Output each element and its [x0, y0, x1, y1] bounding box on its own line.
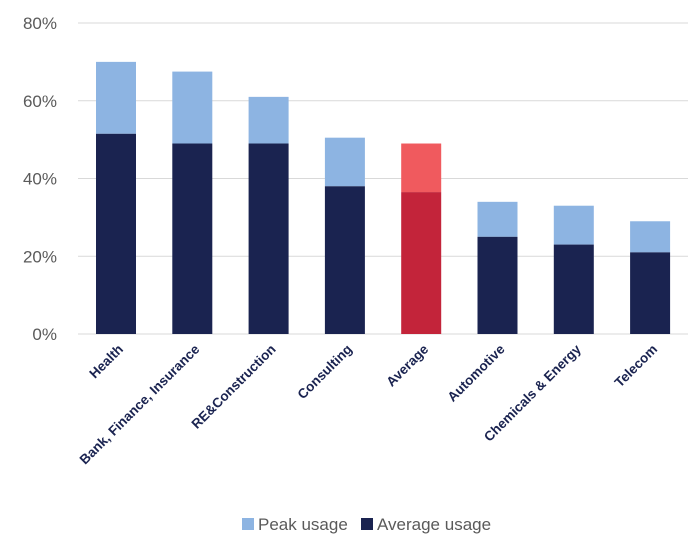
- bar-peak-usage: [324, 137, 365, 187]
- x-tick-label: Average: [383, 341, 431, 389]
- y-axis-ticks: 0% 20% 40% 60% 80%: [23, 14, 57, 344]
- bar-average-usage: [324, 186, 365, 334]
- y-tick-label: 20%: [23, 247, 57, 266]
- y-tick-label: 40%: [23, 170, 57, 189]
- bar-peak-usage: [553, 205, 594, 245]
- legend: Peak usage Average usage: [242, 515, 491, 534]
- bars: [96, 61, 671, 334]
- bar-peak-usage: [477, 201, 518, 237]
- legend-swatch: [361, 518, 373, 530]
- bar-peak-usage: [630, 221, 671, 253]
- y-tick-label: 60%: [23, 92, 57, 111]
- y-tick-label: 80%: [23, 14, 57, 33]
- bar-average-usage: [477, 236, 518, 334]
- bar-average-usage: [172, 143, 213, 334]
- bar-average-usage: [553, 244, 594, 334]
- bar-peak-usage: [172, 71, 213, 144]
- x-tick-label: RE&Construction: [189, 342, 279, 432]
- bar-peak-usage: [96, 61, 136, 134]
- x-tick-label: Telecom: [612, 342, 661, 391]
- bar-average-usage: [96, 133, 136, 334]
- bar-average-usage: [401, 192, 442, 334]
- x-tick-label: Automotive: [445, 341, 508, 404]
- legend-swatch: [242, 518, 254, 530]
- bar-peak-usage: [248, 96, 289, 144]
- bar-peak-usage: [401, 143, 442, 193]
- y-tick-label: 0%: [32, 325, 57, 344]
- legend-label: Average usage: [377, 515, 491, 534]
- bar-average-usage: [248, 143, 289, 334]
- legend-label: Peak usage: [258, 515, 348, 534]
- x-tick-label: Consulting: [295, 342, 355, 402]
- gridlines: [78, 22, 688, 335]
- x-tick-label: Health: [86, 342, 126, 382]
- bar-average-usage: [630, 252, 671, 334]
